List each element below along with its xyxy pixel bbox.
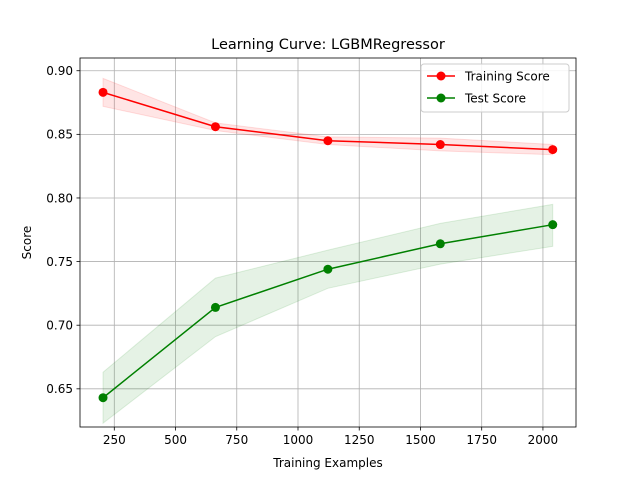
test-score-point xyxy=(98,393,108,403)
x-tick-label: 750 xyxy=(225,433,248,447)
x-axis-ticks: 250 500 750 1000 1250 1500 1750 2000 xyxy=(103,427,558,447)
x-tick-label: 2000 xyxy=(528,433,559,447)
test-score-point xyxy=(210,302,220,312)
x-tick-label: 500 xyxy=(164,433,187,447)
y-tick-label: 0.70 xyxy=(46,319,73,333)
legend-label-training: Training Score xyxy=(464,70,550,84)
training-score-point xyxy=(98,87,108,97)
legend-marker-test xyxy=(436,93,446,103)
y-tick-label: 0.80 xyxy=(46,191,73,205)
x-tick-label: 1000 xyxy=(283,433,314,447)
y-tick-label: 0.65 xyxy=(46,382,73,396)
y-tick-label: 0.85 xyxy=(46,128,73,142)
training-score-point xyxy=(548,145,558,155)
x-tick-label: 1750 xyxy=(466,433,497,447)
plot-frame xyxy=(79,57,577,428)
y-axis-title: Score xyxy=(20,226,34,260)
x-axis-title: Training Examples xyxy=(272,456,382,470)
training-score-point xyxy=(323,136,333,146)
y-tick-label: 0.75 xyxy=(46,255,73,269)
chart-title: Learning Curve: LGBMRegressor xyxy=(211,37,445,53)
test-score-point xyxy=(323,264,333,274)
legend-label-test: Test Score xyxy=(464,92,526,106)
legend-marker-training xyxy=(436,71,446,81)
x-tick-label: 1250 xyxy=(344,433,375,447)
y-tick-label: 0.90 xyxy=(46,64,73,78)
test-score-point xyxy=(435,239,445,249)
test-score-point xyxy=(548,220,558,230)
training-score-point xyxy=(435,140,445,150)
x-tick-label: 250 xyxy=(103,433,126,447)
test-confidence-band xyxy=(102,203,554,425)
plot-area xyxy=(80,58,576,427)
legend-box xyxy=(420,63,570,113)
y-axis-ticks: 0.65 0.70 0.75 0.80 0.85 0.90 xyxy=(46,64,80,396)
legend: Training Score Test Score xyxy=(420,63,570,113)
x-tick-label: 1500 xyxy=(405,433,436,447)
training-score-point xyxy=(210,122,220,132)
series-points xyxy=(98,87,558,403)
grid-lines xyxy=(80,58,576,427)
